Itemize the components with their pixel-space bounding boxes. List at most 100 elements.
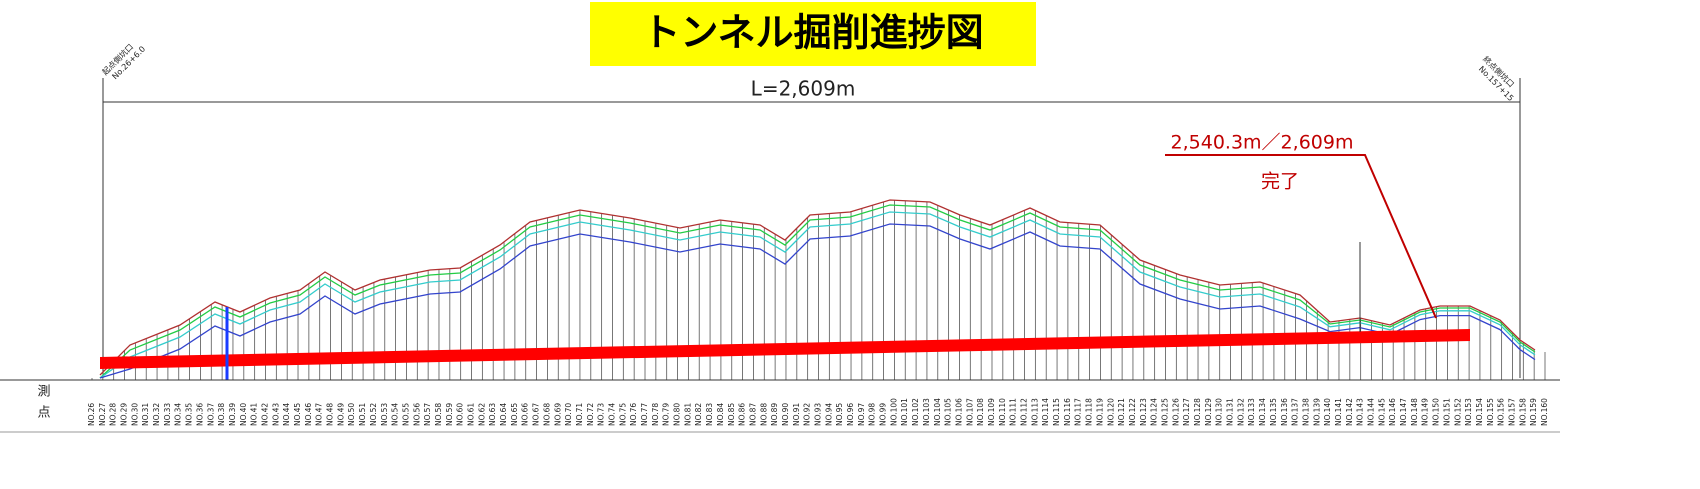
station-label: NO.64: [499, 403, 508, 426]
title-box: [590, 2, 1036, 66]
station-label: NO.73: [597, 403, 606, 426]
station-label: NO.86: [738, 403, 747, 426]
station-label: NO.126: [1171, 398, 1180, 426]
station-label: NO.95: [835, 403, 844, 426]
station-label: NO.99: [879, 403, 888, 426]
station-label: NO.118: [1085, 398, 1094, 426]
station-label: NO.34: [174, 403, 183, 426]
station-label: NO.136: [1280, 398, 1289, 426]
station-label: NO.108: [976, 398, 985, 426]
station-label: NO.152: [1453, 398, 1462, 426]
station-label: NO.114: [1041, 398, 1050, 426]
station-label: NO.67: [532, 403, 541, 426]
station-label: NO.124: [1150, 398, 1159, 426]
station-label: NO.157: [1507, 398, 1516, 426]
length-label: L=2,609m: [751, 77, 856, 101]
station-label: NO.41: [250, 403, 259, 426]
table-header: 測点: [35, 384, 51, 426]
station-label: NO.133: [1247, 398, 1256, 426]
end-portal: 終点側坑口 No.157+15: [1477, 54, 1517, 103]
station-label: NO.151: [1442, 398, 1451, 426]
station-label: NO.66: [521, 403, 530, 426]
station-label: NO.142: [1345, 398, 1354, 426]
station-label: NO.107: [965, 398, 974, 426]
station-label: NO.52: [369, 403, 378, 426]
station-label: NO.117: [1074, 398, 1083, 426]
station-label: NO.26: [87, 403, 96, 426]
station-label: NO.145: [1377, 398, 1386, 426]
station-label: NO.129: [1204, 398, 1213, 426]
station-label: NO.81: [683, 403, 692, 426]
station-label: NO.94: [824, 403, 833, 426]
station-label: NO.82: [694, 403, 703, 426]
station-label: NO.140: [1323, 398, 1332, 426]
station-label: NO.106: [954, 398, 963, 426]
progress-status: 完了: [1261, 171, 1299, 193]
station-label: NO.132: [1236, 398, 1245, 426]
station-labels: NO.26 NO.27 NO.28 NO.29 NO.30 NO.31 NO.32 NO.33…: [87, 398, 1549, 426]
station-label: NO.44: [282, 403, 291, 426]
station-label: NO.54: [391, 403, 400, 426]
station-label: NO.135: [1269, 398, 1278, 426]
station-label: NO.137: [1291, 398, 1300, 426]
station-label: NO.38: [217, 403, 226, 426]
station-label: NO.101: [900, 398, 909, 426]
station-label: NO.125: [1160, 398, 1169, 426]
station-label: NO.154: [1475, 398, 1484, 426]
station-label: NO.48: [326, 403, 335, 426]
callout-line: [1165, 154, 1437, 319]
station-label: NO.127: [1182, 398, 1191, 426]
station-label: NO.121: [1117, 398, 1126, 426]
station-label: NO.89: [770, 403, 779, 426]
station-label: NO.84: [716, 403, 725, 426]
station-label: NO.72: [586, 403, 595, 426]
station-label: NO.103: [922, 398, 931, 426]
station-label: NO.91: [792, 403, 801, 426]
station-label: NO.155: [1486, 398, 1495, 426]
station-label: NO.43: [271, 403, 280, 426]
start-portal: 起点側坑口 No.26+6.0: [100, 42, 147, 82]
station-label: NO.158: [1518, 398, 1527, 426]
station-label: NO.88: [759, 403, 768, 426]
station-label: NO.29: [120, 403, 129, 426]
station-label: NO.149: [1421, 398, 1430, 426]
station-label: NO.138: [1301, 398, 1310, 426]
station-label: NO.80: [673, 403, 682, 426]
station-label: NO.30: [130, 403, 139, 426]
station-label: NO.47: [315, 403, 324, 426]
station-label: NO.49: [336, 403, 345, 426]
station-label: NO.46: [304, 403, 313, 426]
station-label: NO.37: [206, 403, 215, 426]
station-label: NO.62: [477, 403, 486, 426]
station-label: NO.148: [1410, 398, 1419, 426]
station-label: NO.53: [380, 403, 389, 426]
station-label: NO.100: [889, 398, 898, 426]
station-label: NO.144: [1367, 398, 1376, 426]
station-label: NO.51: [358, 403, 367, 426]
station-label: NO.60: [456, 403, 465, 426]
station-label: NO.75: [618, 403, 627, 426]
station-label: NO.55: [401, 403, 410, 426]
station-label: NO.35: [185, 403, 194, 426]
station-label: NO.71: [575, 403, 584, 426]
station-label: NO.109: [987, 398, 996, 426]
station-label: NO.74: [607, 403, 616, 426]
station-label: NO.69: [553, 403, 562, 426]
station-label: NO.85: [727, 403, 736, 426]
station-label: NO.93: [814, 403, 823, 426]
station-label: NO.147: [1399, 398, 1408, 426]
station-label: NO.59: [445, 403, 454, 426]
station-label: NO.131: [1226, 398, 1235, 426]
station-label: NO.92: [803, 403, 812, 426]
station-label: NO.78: [651, 403, 660, 426]
station-label: NO.76: [629, 403, 638, 426]
station-label: NO.42: [260, 403, 269, 426]
station-label: NO.77: [640, 403, 649, 426]
station-label: NO.45: [293, 403, 302, 426]
station-label: NO.87: [748, 403, 757, 426]
station-label: NO.39: [228, 403, 237, 426]
station-label: NO.160: [1540, 398, 1549, 426]
station-label: NO.102: [911, 398, 920, 426]
station-label: NO.27: [98, 403, 107, 426]
